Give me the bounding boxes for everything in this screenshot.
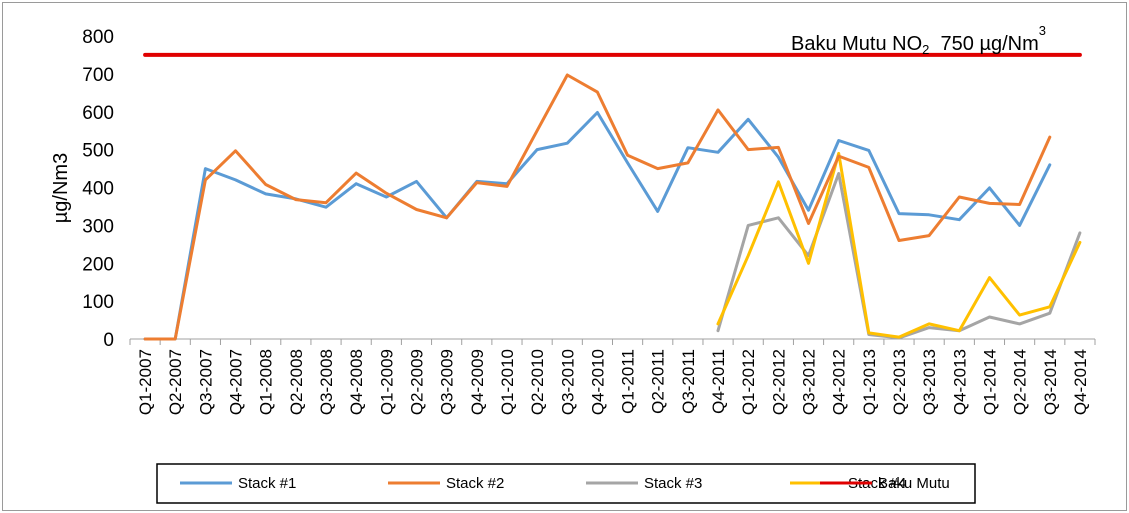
- x-tick-label: Q1-2008: [257, 349, 276, 415]
- x-tick-label: Q4-2013: [950, 349, 969, 415]
- x-tick-label: Q4-2011: [709, 349, 728, 414]
- x-tick-label: Q1-2007: [136, 349, 155, 415]
- x-tick-label: Q4-2014: [1071, 349, 1090, 415]
- y-tick-label: 700: [82, 65, 114, 86]
- x-tick-label: Q3-2010: [558, 349, 577, 415]
- y-tick-label: 600: [82, 103, 114, 124]
- x-tick-label: Q4-2009: [468, 349, 487, 415]
- baku-mutu-annotation: Baku Mutu NO2 750 µg/Nm3: [791, 23, 1046, 57]
- x-tick-label: Q4-2007: [227, 349, 246, 415]
- x-tick-label: Q1-2014: [980, 349, 999, 415]
- x-tick-label: Q2-2010: [528, 349, 547, 415]
- x-tick-label: Q3-2008: [317, 349, 336, 415]
- annotation-main: Baku Mutu NO: [791, 33, 922, 55]
- x-tick-label: Q4-2012: [830, 349, 849, 415]
- x-tick-label: Q2-2011: [649, 349, 668, 414]
- x-tick-label: Q1-2013: [860, 349, 879, 415]
- x-tick-label: Q1-2009: [377, 349, 396, 415]
- x-tick-label: Q4-2010: [588, 349, 607, 415]
- x-tick-label: Q2-2009: [407, 349, 426, 415]
- x-axis-ticks: Q1-2007 Q2-2007 Q3-2007 Q4-2007 Q1-2008 Q2-20…: [129, 339, 1096, 415]
- x-tick-label: Q3-2014: [1041, 349, 1060, 415]
- annotation-sup: 3: [1039, 23, 1046, 38]
- y-tick-label: 400: [82, 179, 114, 200]
- x-tick-label: Q3-2009: [438, 349, 457, 415]
- series-layer: [143, 52, 1082, 341]
- x-tick-label: Q3-2007: [196, 349, 215, 415]
- y-axis-ticks: 0 100 200 300 400 500 600 700 800: [82, 27, 114, 351]
- x-tick-label: Q2-2013: [890, 349, 909, 415]
- y-tick-label: 100: [82, 292, 114, 313]
- x-tick-label: Q1-2011: [619, 349, 638, 414]
- legend-label-baku-mutu: Baku Mutu: [878, 475, 950, 492]
- x-tick-label: Q2-2008: [287, 349, 306, 415]
- legend-label-stack-1: Stack #1: [238, 475, 296, 492]
- annotation-sub: 2: [922, 42, 929, 57]
- y-tick-label: 0: [103, 330, 114, 351]
- x-tick-label: Q2-2007: [166, 349, 185, 415]
- x-tick-label: Q2-2014: [1011, 349, 1030, 415]
- y-tick-label: 800: [82, 27, 114, 48]
- x-tick-label: Q3-2011: [679, 349, 698, 414]
- legend-label-stack-4: Stack #4: [848, 475, 906, 492]
- x-tick-label: Q3-2012: [800, 349, 819, 415]
- y-axis-label: µg/Nm3: [50, 153, 72, 223]
- x-tick-label: Q1-2012: [739, 349, 758, 415]
- series-line-stack-4: [716, 151, 1082, 339]
- y-tick-label: 500: [82, 141, 114, 162]
- x-tick-label: Q3-2013: [920, 349, 939, 415]
- series-line-stack-2: [143, 73, 1052, 341]
- series-line-stack-1: [143, 111, 1052, 341]
- annotation-rest: 750 µg/Nm: [929, 33, 1038, 55]
- legend-label-stack-3: Stack #3: [644, 475, 702, 492]
- x-tick-label: Q1-2010: [498, 349, 517, 415]
- y-tick-label: 300: [82, 216, 114, 237]
- y-tick-label: 200: [82, 254, 114, 275]
- legend-label-stack-2: Stack #2: [446, 475, 504, 492]
- x-tick-label: Q2-2012: [769, 349, 788, 415]
- x-tick-label: Q4-2008: [347, 349, 366, 415]
